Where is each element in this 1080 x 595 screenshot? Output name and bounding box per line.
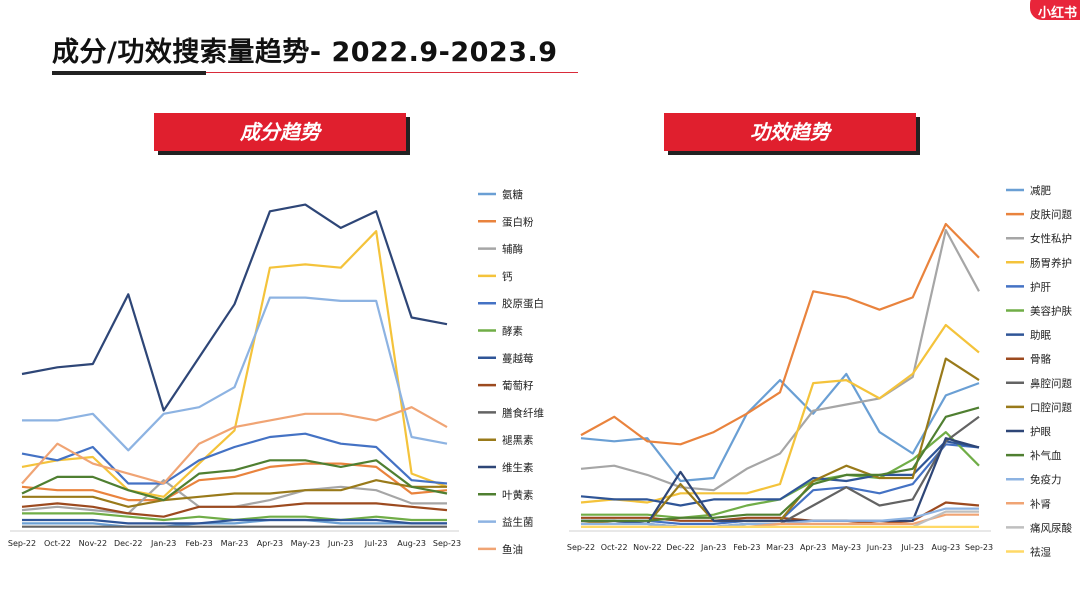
ingredient-x-tick-label: Feb-23 xyxy=(185,539,212,548)
title-underline-accent xyxy=(52,71,206,75)
ingredient-series-line xyxy=(21,230,448,498)
xiaohongshu-logo: 小红书 xyxy=(1030,0,1080,21)
ingredient-x-tick-label: Jun-23 xyxy=(327,539,354,548)
ingredient-chart-banner: 成分趋势 xyxy=(154,113,406,151)
efficacy-legend-label: 骨骼 xyxy=(1030,353,1052,366)
efficacy-x-tick-label: Nov-22 xyxy=(633,543,661,552)
efficacy-x-tick-label: Jun-23 xyxy=(866,543,893,552)
ingredient-series-line xyxy=(21,459,448,502)
ingredient-legend-label: 钙 xyxy=(502,270,513,283)
efficacy-legend-label: 肠胃养护 xyxy=(1030,256,1072,269)
ingredient-legend-label: 蛋白粉 xyxy=(502,215,534,228)
ingredient-series-line xyxy=(22,296,448,452)
ingredient-legend-label: 氨糖 xyxy=(502,188,523,201)
ingredient-legend-label: 辅酶 xyxy=(502,243,523,256)
efficacy-x-tick-label: Aug-23 xyxy=(931,543,960,552)
ingredient-x-tick-label: Apr-23 xyxy=(257,539,283,548)
efficacy-series-line xyxy=(580,229,980,492)
ingredient-legend-label: 鱼油 xyxy=(502,543,523,556)
ingredient-series-line xyxy=(21,406,448,485)
ingredient-legend-label: 葡萄籽 xyxy=(502,379,534,392)
ingredient-series-line xyxy=(21,432,448,485)
efficacy-legend-label: 鼻腔问题 xyxy=(1030,377,1072,390)
ingredient-series-line xyxy=(22,518,447,528)
efficacy-legend-label: 美容护肤 xyxy=(1030,305,1072,318)
ingredient-legend-label: 酵素 xyxy=(502,325,523,338)
efficacy-x-tick-label: Jul-23 xyxy=(900,543,924,552)
ingredient-series-line xyxy=(21,462,448,502)
ingredient-legend-label: 维生素 xyxy=(502,461,534,474)
efficacy-legend-label: 祛湿 xyxy=(1030,546,1052,559)
efficacy-x-tick-label: Apr-23 xyxy=(800,543,826,552)
ingredient-series-line xyxy=(22,479,447,508)
efficacy-legend-label: 口腔问题 xyxy=(1030,401,1072,414)
ingredient-x-tick-label: Sep-23 xyxy=(433,539,461,548)
efficacy-legend-label: 护眼 xyxy=(1030,425,1052,438)
efficacy-x-tick-label: Mar-23 xyxy=(766,543,794,552)
ingredient-legend-label: 蔓越莓 xyxy=(502,352,534,365)
title-underline-line xyxy=(206,72,578,73)
efficacy-legend-label: 减肥 xyxy=(1030,185,1052,197)
ingredient-x-tick-label: Nov-22 xyxy=(79,539,107,548)
ingredient-legend-label: 胶原蛋白 xyxy=(502,297,544,310)
efficacy-legend-label: 护肝 xyxy=(1030,280,1052,293)
ingredient-series-line xyxy=(21,502,448,518)
ingredient-legend-label: 膳食纤维 xyxy=(502,406,544,419)
page-title: 成分/功效搜索量趋势- 2022.9-2023.9 xyxy=(52,37,558,68)
ingredient-x-tick-label: Mar-23 xyxy=(221,539,249,548)
ingredient-x-tick-label: Jul-23 xyxy=(364,539,388,548)
ingredient-legend-label: 益生菌 xyxy=(502,516,534,529)
efficacy-series-line xyxy=(580,323,980,504)
efficacy-x-tick-label: Feb-23 xyxy=(733,543,760,552)
ingredient-x-tick-label: Oct-22 xyxy=(44,539,71,548)
ingredient-x-tick-label: Sep-22 xyxy=(8,539,36,548)
efficacy-series-line xyxy=(581,415,980,529)
ingredient-series-line xyxy=(21,203,448,412)
efficacy-legend-label: 补肾 xyxy=(1030,497,1052,510)
efficacy-chart-banner: 功效趋势 xyxy=(664,113,916,151)
efficacy-x-tick-label: Oct-22 xyxy=(601,543,628,552)
efficacy-x-tick-label: Sep-22 xyxy=(567,543,595,552)
efficacy-x-tick-label: May-23 xyxy=(832,543,861,552)
ingredient-x-tick-label: May-23 xyxy=(291,539,320,548)
efficacy-x-tick-label: Dec-22 xyxy=(666,543,695,552)
efficacy-x-tick-label: Jan-23 xyxy=(700,543,726,552)
efficacy-legend-label: 助眠 xyxy=(1030,329,1052,342)
ingredient-legend-label: 叶黄素 xyxy=(502,488,534,501)
ingredient-x-tick-label: Aug-23 xyxy=(397,539,426,548)
efficacy-legend-label: 补气血 xyxy=(1030,449,1062,462)
ingredient-x-tick-label: Dec-22 xyxy=(114,539,143,548)
efficacy-x-tick-label: Sep-23 xyxy=(965,543,993,552)
efficacy-legend-label: 女性私护 xyxy=(1030,232,1072,245)
efficacy-legend-label: 免疫力 xyxy=(1030,473,1062,486)
efficacy-series-line xyxy=(580,372,980,483)
ingredient-legend-label: 褪黑素 xyxy=(502,434,534,447)
ingredient-series-line xyxy=(22,518,447,525)
efficacy-legend-label: 皮肤问题 xyxy=(1030,208,1072,221)
efficacy-series-line xyxy=(580,222,980,446)
efficacy-legend-label: 痛风尿酸 xyxy=(1030,521,1072,534)
ingredient-x-tick-label: Jan-23 xyxy=(150,539,176,548)
efficacy-series-line xyxy=(581,406,980,522)
